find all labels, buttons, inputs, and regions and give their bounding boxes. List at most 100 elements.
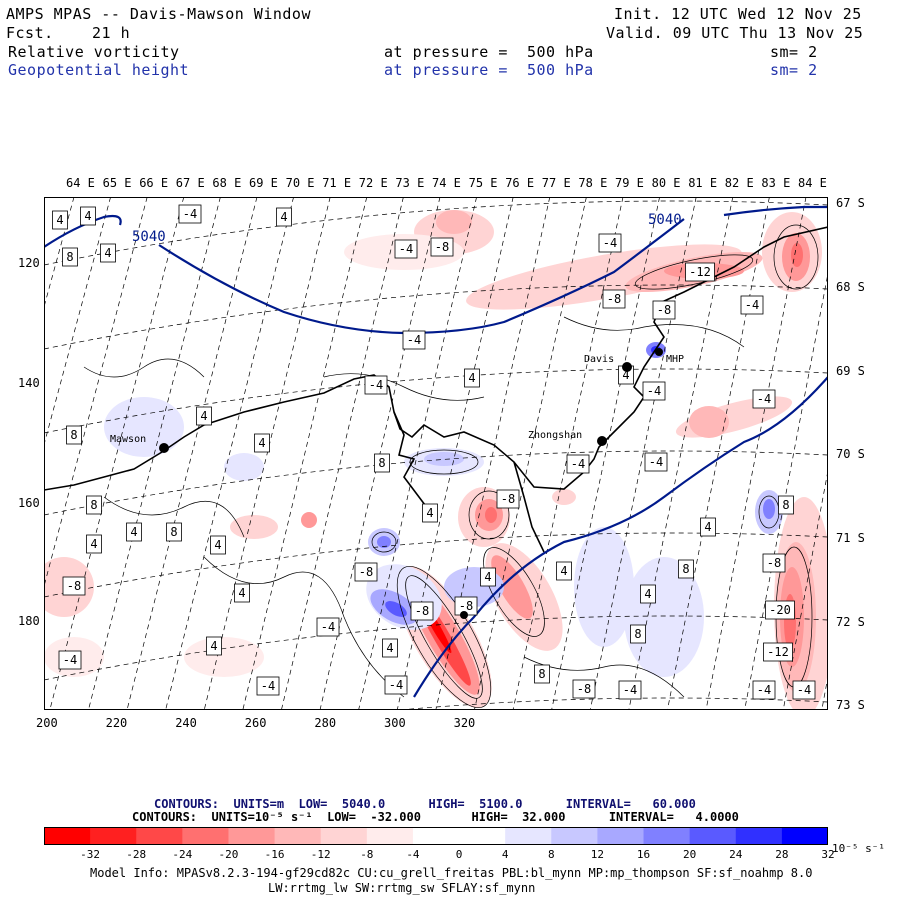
svg-text:-8: -8 [657, 303, 671, 317]
meridian-line [435, 197, 551, 710]
x-tick-label: 200 [36, 716, 58, 730]
x-tick-label: 300 [384, 716, 406, 730]
colorbar-tick-label: -28 [126, 848, 147, 861]
meridian-line [396, 197, 514, 710]
svg-text:4: 4 [386, 641, 393, 655]
colorbar-swatch [551, 827, 598, 845]
colorbar-tick-label: 16 [636, 848, 651, 861]
meridian-line [203, 197, 331, 710]
colorbar-swatch [505, 827, 552, 845]
station-label-zhongshan: Zhongshan [528, 430, 583, 441]
svg-text:4: 4 [84, 209, 91, 223]
longitude-label: 68 E [212, 176, 242, 190]
longitude-label: 67 E [175, 176, 205, 190]
longitude-label: 69 E [249, 176, 278, 190]
contour-value-label: 4 [700, 517, 716, 537]
station-marker-inland [460, 611, 468, 619]
graticule-lines [44, 197, 828, 710]
svg-text:8: 8 [90, 498, 97, 512]
colorbar-swatch [274, 827, 322, 845]
colorbar-swatch [182, 827, 229, 845]
colorbar-tick-label: -20 [218, 848, 239, 861]
contour-value-label: 8 [678, 559, 694, 579]
contour-value-label: 4 [464, 368, 480, 388]
colorbar-tick-label: -16 [264, 848, 285, 861]
longitude-label: 83 E [761, 176, 791, 190]
station-label-mawson: Mawson [110, 434, 147, 445]
svg-text:-8: -8 [459, 599, 473, 613]
svg-text:-4: -4 [399, 242, 413, 256]
model-info-line2: LW:rrtmg_lw SW:rrtmg_sw SFLAY:sf_mynn [268, 881, 536, 895]
latitude-label: 71 S [836, 531, 865, 545]
contour-value-label: 8 [534, 664, 550, 684]
svg-text:-4: -4 [183, 207, 197, 221]
svg-text:8: 8 [170, 525, 177, 539]
svg-text:-4: -4 [623, 683, 637, 697]
colorbar-tick-label: 12 [590, 848, 605, 861]
longitude-label: 84 E [798, 176, 827, 190]
meridian-line [88, 197, 221, 710]
meridian-line [667, 197, 770, 710]
vorticity-map: 5040 5040 4 4 -4 4 8 4 -4 -8 -4 -12 -8 -8 -4 -4 4 -4 4 -4… [44, 197, 828, 710]
x-tick-label: 260 [244, 716, 267, 730]
svg-text:-8: -8 [577, 682, 591, 696]
meridian-line [49, 197, 185, 710]
contour-value-label: -4 [752, 680, 776, 700]
svg-text:-4: -4 [797, 683, 811, 697]
svg-text:4: 4 [130, 525, 137, 539]
contour-value-label: -8 [572, 679, 596, 699]
latitude-label: 70 S [836, 447, 865, 461]
contour-value-label: -12 [763, 642, 793, 662]
svg-text:4: 4 [280, 210, 287, 224]
svg-text:8: 8 [66, 250, 73, 264]
y-tick-label: 180 [18, 614, 40, 628]
colorbar-swatch [320, 827, 368, 845]
svg-text:-8: -8 [415, 604, 429, 618]
contour-value-label: -8 [652, 300, 676, 320]
svg-text:8: 8 [634, 627, 641, 641]
contour-value-label: -4 [364, 375, 388, 395]
field1-level: at pressure = 500 hPa [384, 43, 594, 61]
contour-value-label: 4 [100, 243, 116, 263]
vorticity-contour-info: CONTOURS: UNITS=10⁻⁵ s⁻¹ LOW= -32.000 HI… [132, 810, 739, 824]
meridian-line [782, 468, 828, 710]
parallel-line [395, 697, 828, 710]
field1-name: Relative vorticity [8, 43, 180, 61]
contour-value-label: -8 [62, 576, 86, 596]
longitude-label: 82 E [724, 176, 754, 190]
colorbar-swatch [735, 827, 783, 845]
contour-value-label: -8 [454, 596, 478, 616]
contour-value-label: -20 [765, 600, 795, 620]
forecast-label: Fcst. [6, 24, 54, 42]
contour-value-label: 4 [480, 567, 496, 587]
contour-value-label: 4 [556, 561, 572, 581]
latitude-label: 69 S [836, 364, 865, 378]
svg-text:-4: -4 [647, 384, 661, 398]
longitude-label: 77 E [541, 176, 571, 190]
svg-text:4: 4 [258, 436, 265, 450]
meridian-line [319, 197, 441, 710]
svg-text:4: 4 [200, 409, 207, 423]
height-contour-label: 5040 [132, 229, 166, 245]
contour-value-label: 4 [210, 535, 226, 555]
svg-text:-4: -4 [261, 679, 275, 693]
colorbar-tick-label: -4 [406, 848, 420, 861]
colorbar-tick-label: 0 [455, 848, 463, 861]
contour-value-label: 4 [422, 503, 438, 523]
colorbar-swatch [366, 827, 414, 845]
parallel-line [44, 450, 828, 516]
contour-value-label: -4 [384, 675, 408, 695]
contour-value-label: 4 [126, 522, 142, 542]
meridian-line [551, 197, 660, 710]
svg-text:-4: -4 [757, 392, 771, 406]
longitude-label: 64 E [66, 176, 95, 190]
latitude-label: 68 S [836, 280, 865, 294]
meridian-line [589, 197, 697, 710]
contour-value-label: -4 [178, 204, 202, 224]
svg-text:4: 4 [468, 371, 475, 385]
contour-value-label: 4 [196, 406, 212, 426]
model-info-line1: Model Info: MPASv8.2.3-194-gf29cd82c CU:… [90, 866, 813, 880]
contour-value-label: -4 [58, 650, 82, 670]
x-tick-label: 240 [175, 716, 197, 730]
vorticity-contour-labels: 4 4 -4 4 8 4 -4 -8 -4 -12 -8 -8 -4 -4 4 -4 4 -4 -4 4 8 4 8 -4 -4… [52, 204, 816, 700]
